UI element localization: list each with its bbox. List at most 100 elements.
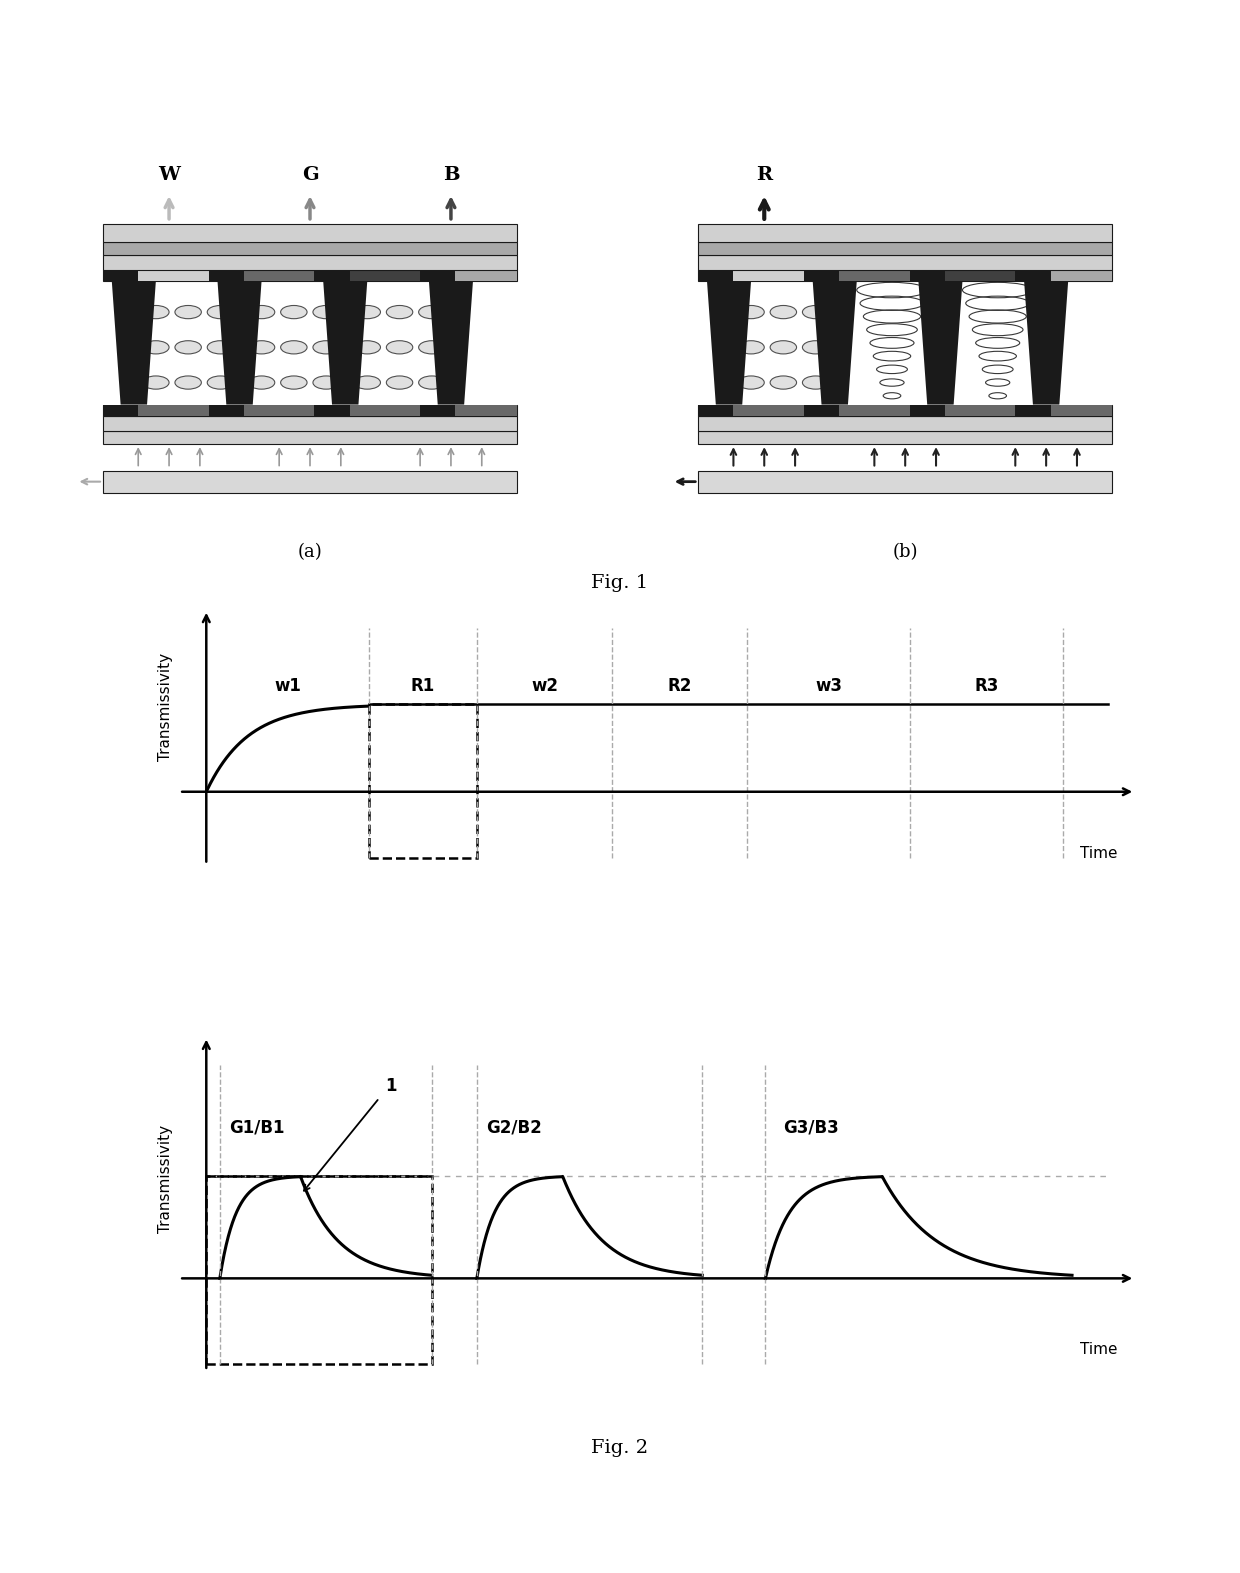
Bar [103, 242, 517, 255]
Bar [733, 271, 804, 282]
Ellipse shape [419, 305, 445, 319]
Bar [945, 271, 1016, 282]
Text: R3: R3 [975, 676, 998, 695]
Polygon shape [217, 282, 262, 404]
Ellipse shape [387, 305, 413, 319]
Bar [698, 223, 1112, 242]
Bar [804, 404, 839, 415]
Bar [650, 464, 672, 499]
Polygon shape [324, 282, 367, 404]
Bar [138, 271, 208, 282]
Bar [420, 271, 455, 282]
Bar [103, 404, 517, 415]
Bar [1016, 404, 1050, 415]
Bar [698, 431, 1112, 444]
Text: G: G [301, 167, 319, 184]
Bar [103, 242, 517, 255]
Ellipse shape [207, 376, 233, 389]
Bar [55, 464, 77, 499]
Ellipse shape [312, 305, 340, 319]
Bar [208, 404, 244, 415]
Bar [804, 271, 839, 282]
Bar [455, 404, 517, 415]
Ellipse shape [175, 376, 201, 389]
Bar [698, 271, 1112, 282]
Ellipse shape [175, 305, 201, 319]
Bar [839, 271, 910, 282]
Ellipse shape [387, 341, 413, 354]
Bar [698, 415, 1112, 431]
Text: Fig. 1: Fig. 1 [591, 574, 649, 591]
Bar [455, 271, 517, 282]
Ellipse shape [802, 305, 828, 319]
Bar [698, 255, 1112, 271]
Polygon shape [707, 282, 751, 404]
Text: R1: R1 [410, 676, 435, 695]
Bar [910, 271, 945, 282]
Polygon shape [217, 282, 262, 404]
Ellipse shape [207, 305, 233, 319]
Ellipse shape [207, 341, 233, 354]
Bar [350, 404, 420, 415]
Ellipse shape [280, 305, 308, 319]
Text: Transmissivity: Transmissivity [159, 1125, 174, 1233]
Ellipse shape [802, 341, 828, 354]
Bar [698, 431, 1112, 444]
Bar [103, 282, 517, 404]
Bar [910, 404, 945, 415]
Bar [103, 470, 517, 492]
Bar [1050, 404, 1112, 415]
Bar [103, 255, 517, 271]
Bar [698, 470, 1112, 492]
Text: w2: w2 [531, 676, 558, 695]
Polygon shape [429, 282, 472, 404]
Bar [368, 705, 477, 859]
Text: (b): (b) [893, 543, 918, 560]
Polygon shape [1024, 282, 1068, 404]
Bar [103, 271, 517, 282]
Bar [698, 242, 1112, 255]
Ellipse shape [312, 341, 340, 354]
Ellipse shape [143, 376, 169, 389]
Polygon shape [324, 282, 367, 404]
Bar [244, 404, 315, 415]
Text: 1: 1 [386, 1078, 397, 1095]
Polygon shape [919, 282, 962, 404]
Text: Time: Time [1080, 1342, 1117, 1357]
Ellipse shape [248, 341, 275, 354]
Ellipse shape [280, 341, 308, 354]
Bar [733, 404, 804, 415]
Ellipse shape [419, 376, 445, 389]
Bar [103, 415, 517, 431]
Ellipse shape [280, 376, 308, 389]
Text: Fig. 2: Fig. 2 [591, 1439, 649, 1457]
Bar [103, 431, 517, 444]
Ellipse shape [355, 305, 381, 319]
Polygon shape [1024, 282, 1068, 404]
Bar [138, 404, 208, 415]
Ellipse shape [248, 376, 275, 389]
Bar [839, 404, 910, 415]
Ellipse shape [770, 376, 796, 389]
Text: (a): (a) [298, 543, 322, 560]
Text: B: B [443, 167, 459, 184]
Text: Time: Time [1080, 846, 1117, 862]
Bar [698, 404, 733, 415]
Ellipse shape [419, 341, 445, 354]
Polygon shape [112, 282, 156, 404]
Text: G3/B3: G3/B3 [784, 1118, 839, 1136]
Bar [698, 282, 1112, 404]
Polygon shape [919, 282, 962, 404]
Polygon shape [429, 282, 472, 404]
Text: w3: w3 [815, 676, 842, 695]
Bar [698, 271, 733, 282]
Ellipse shape [355, 376, 381, 389]
Bar [698, 242, 1112, 255]
Ellipse shape [770, 305, 796, 319]
Text: Transmissivity: Transmissivity [159, 653, 174, 761]
Ellipse shape [355, 341, 381, 354]
Polygon shape [812, 282, 857, 404]
Bar [103, 431, 517, 444]
Bar [103, 223, 517, 242]
Text: G2/B2: G2/B2 [486, 1118, 542, 1136]
